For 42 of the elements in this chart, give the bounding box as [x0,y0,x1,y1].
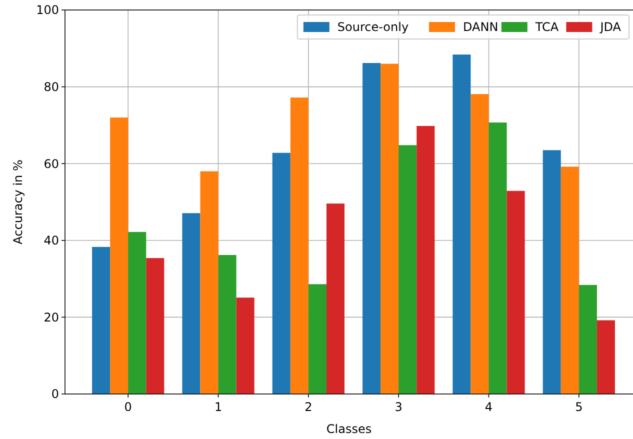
bar [200,171,218,394]
y-axis-title: Accuracy in % [11,160,25,244]
bar [182,213,200,394]
bar [236,298,254,394]
bar [362,62,381,394]
bar [92,246,110,394]
bar [218,254,236,394]
bar [380,64,399,394]
legend-label: Source-only [337,20,409,34]
bar [128,232,146,394]
bar [146,258,164,394]
y-tick-label: 0 [51,387,59,402]
bar [596,320,615,394]
bar [398,145,417,394]
bar [416,126,435,394]
bar [308,284,326,394]
y-tick-label: 40 [44,234,59,248]
y-tick-label: 100 [36,3,59,18]
bar [506,190,525,394]
x-tick-label: 2 [304,400,312,414]
x-tick-label: 3 [394,400,402,414]
bar [452,54,471,394]
legend-label: DANN [463,20,498,34]
legend-label: JDA [599,20,622,34]
bar [470,94,489,394]
bar [560,166,579,394]
x-tick-label: 0 [124,400,132,414]
bar [272,152,290,394]
bar [488,122,507,394]
bar [290,98,308,394]
x-axis-title: Classes [326,422,372,436]
bar [542,150,561,394]
y-tick-label: 20 [44,310,59,324]
bar [326,204,344,394]
x-tick-label: 4 [484,400,493,414]
x-tick-label: 5 [575,400,583,414]
x-tick-label: 1 [214,400,222,414]
y-tick-label: 80 [44,80,59,94]
bar [110,118,128,394]
y-tick-label: 60 [44,156,59,171]
bar [578,284,597,394]
legend-label: TCA [534,20,560,34]
